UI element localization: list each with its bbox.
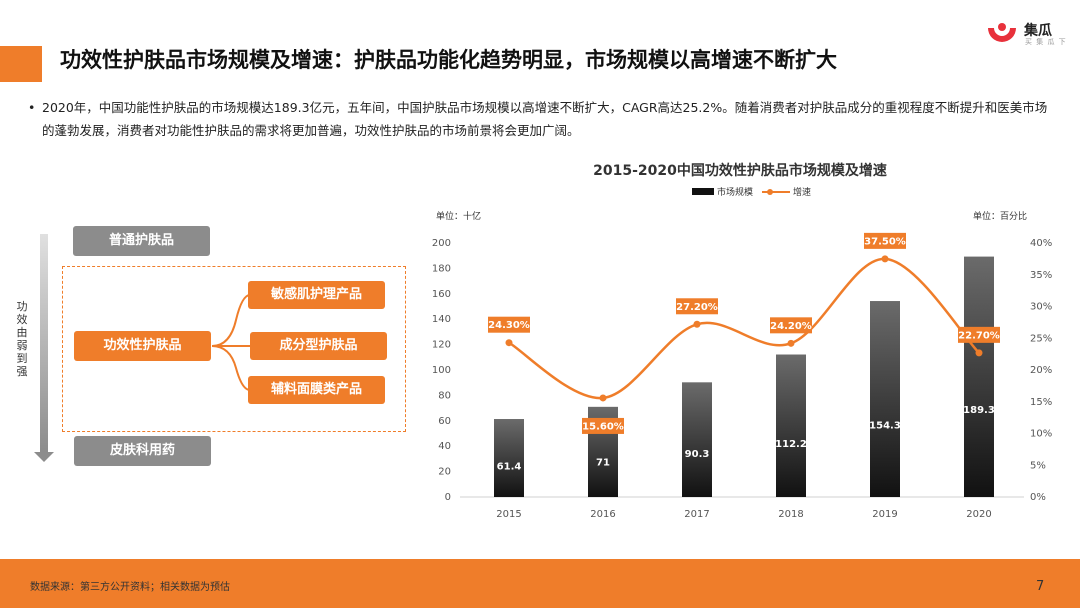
bar-value-label: 189.3: [963, 405, 995, 416]
branch-box-ingredient: 成分型护肤品: [250, 332, 387, 360]
growth-value-label: 24.20%: [770, 321, 812, 332]
right-axis-ticks: 0% 5% 10% 15% 20% 25% 30% 35% 40%: [1030, 238, 1052, 503]
legend-bar-swatch: [692, 188, 714, 195]
chart-svg: 2015-2020中国功效性护肤品市场规模及增速 市场规模 增速 单位：十亿 单…: [432, 162, 1052, 520]
x-tick-label: 2020: [966, 509, 991, 520]
data-source-note: 数据来源：第三方公开资料；相关数据为预估: [30, 582, 230, 593]
growth-value-label: 15.60%: [582, 421, 624, 432]
right-tick-label: 30%: [1030, 302, 1052, 313]
dermatology-drug-box: 皮肤科用药: [74, 436, 211, 466]
left-tick-label: 160: [432, 289, 451, 300]
branch-line-1: [211, 294, 251, 347]
brand-name: 集瓜: [1024, 23, 1052, 39]
growth-point-2016: [599, 394, 607, 402]
growth-points: 24.30% 15.60% 27.20% 24.20% 37.50% 22.70%: [488, 232, 1000, 434]
bar-2017: [682, 382, 712, 497]
growth-label-bg: [864, 232, 906, 249]
functional-skincare-box: 功效性护肤品: [74, 331, 211, 361]
bar-value-label: 154.3: [869, 420, 901, 431]
growth-label-bg: [676, 298, 718, 315]
x-tick-label: 2017: [684, 509, 709, 520]
left-tick-label: 40: [438, 441, 451, 452]
footer-bar: 数据来源：第三方公开资料；相关数据为预估 7: [0, 559, 1080, 608]
brand-slogan: 买 集 瓜 下: [1025, 38, 1067, 46]
right-unit-label: 单位：百分比: [973, 210, 1027, 222]
left-tick-label: 80: [438, 390, 451, 401]
left-tick-label: 200: [432, 238, 451, 249]
growth-point-2015: [505, 339, 513, 347]
right-tick-label: 35%: [1030, 270, 1052, 281]
left-axis-ticks: 0 20 40 60 80 100 120 140 160 180 200: [432, 238, 451, 503]
bar-2019: [870, 301, 900, 497]
bar-2018: [776, 354, 806, 497]
left-tick-label: 60: [438, 416, 451, 427]
left-tick-label: 0: [445, 492, 451, 503]
bar-value-label: 112.2: [775, 439, 807, 450]
left-unit-label: 单位：十亿: [436, 210, 481, 222]
strength-arrow-shaft: [40, 234, 48, 452]
x-tick-label: 2018: [778, 509, 803, 520]
right-tick-label: 40%: [1030, 238, 1052, 249]
growth-point-2017: [693, 320, 701, 328]
growth-label-bg: [488, 316, 530, 333]
summary-text: 2020年，中国功能性护肤品的市场规模达189.3亿元，五年间，中国护肤品市场规…: [42, 100, 1048, 138]
bar-series: 61.4 71 90.3 112.2 154.3 189.3: [494, 256, 995, 497]
left-tick-label: 180: [432, 263, 451, 274]
page-title: 功效性护肤品市场规模及增速：护肤品功能化趋势明显，市场规模以高增速不断扩大: [60, 48, 837, 72]
growth-label-bg: [582, 417, 624, 434]
market-size-chart: 2015-2020中国功效性护肤品市场规模及增速 市场规模 增速 单位：十亿 单…: [420, 150, 1070, 530]
legend-line-marker: [767, 189, 773, 195]
x-tick-label: 2019: [872, 509, 897, 520]
left-tick-label: 140: [432, 314, 451, 325]
growth-point-2018: [787, 339, 795, 347]
summary-paragraph: • 2020年，中国功能性护肤品的市场规模达189.3亿元，五年间，中国护肤品市…: [28, 96, 1058, 142]
left-tick-label: 20: [438, 467, 451, 478]
strength-arrow-head: [34, 452, 54, 462]
growth-value-label: 22.70%: [958, 330, 1000, 341]
legend-bar-label: 市场规模: [717, 186, 753, 198]
x-tick-label: 2016: [590, 509, 615, 520]
growth-label-bg: [958, 326, 1000, 343]
branch-box-mask: 辅料面膜类产品: [248, 376, 385, 404]
functional-group-frame: [62, 266, 406, 432]
bar-value-label: 90.3: [685, 449, 710, 460]
branch-box-sensitive: 敏感肌护理产品: [248, 281, 385, 309]
bar-2015: [494, 419, 524, 497]
left-tick-label: 100: [432, 365, 451, 376]
bar-value-label: 61.4: [497, 462, 522, 473]
left-tick-label: 120: [432, 340, 451, 351]
title-accent-bar: [0, 46, 42, 82]
chart-title: 2015-2020中国功效性护肤品市场规模及增速: [593, 162, 887, 179]
right-tick-label: 25%: [1030, 333, 1052, 344]
growth-value-label: 27.20%: [676, 302, 718, 313]
growth-point-2020: [975, 349, 983, 357]
right-tick-label: 10%: [1030, 429, 1052, 440]
right-tick-label: 5%: [1030, 460, 1046, 471]
brand-logo-icon: [988, 23, 1016, 42]
growth-line: [508, 257, 980, 400]
legend-line-label: 增速: [793, 186, 811, 198]
growth-value-label: 24.30%: [488, 320, 530, 331]
diagram-lines: [34, 234, 251, 462]
growth-label-bg: [770, 317, 812, 334]
growth-point-2019: [881, 255, 889, 263]
normal-skincare-box: 普通护肤品: [73, 226, 210, 256]
x-axis-ticks: 2015 2016 2017 2018 2019 2020: [496, 509, 991, 520]
product-category-diagram: 功效由弱到强 普通护肤品 功效性护肤品 敏感肌护理产品 成分型护肤品 辅料面膜类…: [0, 220, 420, 480]
page-number: 7: [1036, 579, 1045, 594]
right-tick-label: 20%: [1030, 365, 1052, 376]
x-tick-label: 2015: [496, 509, 521, 520]
branch-line-3: [211, 345, 251, 391]
bar-value-label: 71: [596, 457, 610, 468]
right-tick-label: 0%: [1030, 492, 1046, 503]
bar-2020: [964, 256, 994, 497]
strength-axis-label: 功效由弱到强: [16, 300, 28, 378]
growth-value-label: 37.50%: [864, 236, 906, 247]
bullet-dot: •: [28, 100, 36, 115]
right-tick-label: 15%: [1030, 397, 1052, 408]
